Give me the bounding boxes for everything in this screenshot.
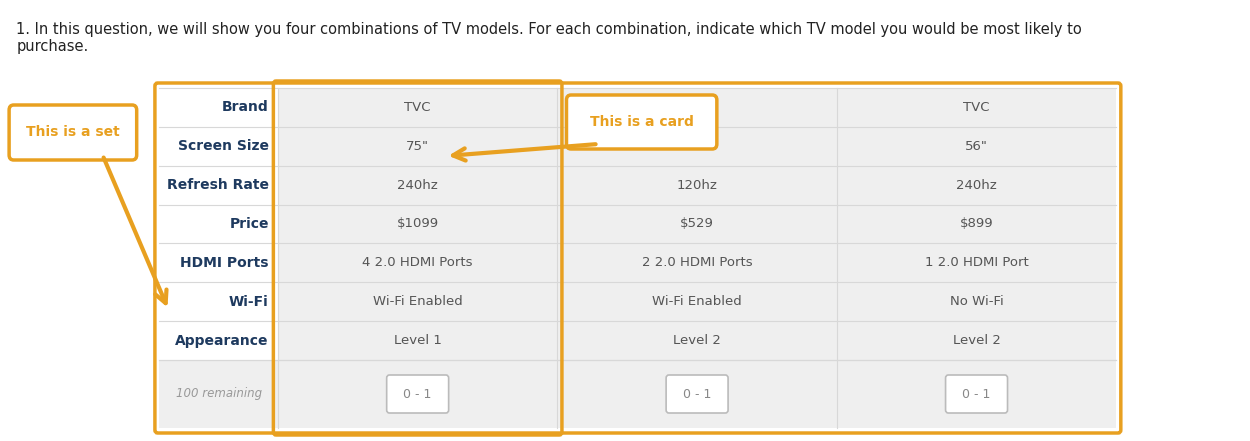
Text: $529: $529 — [680, 217, 714, 231]
Text: Level 2: Level 2 — [674, 334, 721, 347]
Text: No Wi-Fi: No Wi-Fi — [950, 295, 1004, 308]
FancyBboxPatch shape — [566, 95, 716, 149]
Text: 0 - 1: 0 - 1 — [962, 388, 991, 400]
Text: This is a set: This is a set — [26, 126, 120, 139]
FancyBboxPatch shape — [160, 88, 278, 360]
FancyBboxPatch shape — [386, 375, 449, 413]
Text: 4 2.0 HDMI Ports: 4 2.0 HDMI Ports — [362, 256, 472, 269]
Text: Level 2: Level 2 — [952, 334, 1000, 347]
Text: 240hz: 240hz — [398, 179, 437, 192]
Text: Refresh Rate: Refresh Rate — [166, 178, 269, 192]
FancyBboxPatch shape — [945, 375, 1008, 413]
Text: Price: Price — [229, 217, 269, 231]
Text: 240hz: 240hz — [956, 179, 998, 192]
Text: $1099: $1099 — [396, 217, 439, 231]
Text: Level 1: Level 1 — [394, 334, 441, 347]
Text: 0 - 1: 0 - 1 — [682, 388, 711, 400]
Text: Wi-Fi Enabled: Wi-Fi Enabled — [652, 295, 742, 308]
Text: TVC: TVC — [405, 101, 431, 114]
Text: Wi-Fi Enabled: Wi-Fi Enabled — [372, 295, 462, 308]
Text: 0 - 1: 0 - 1 — [404, 388, 431, 400]
Text: 1. In this question, we will show you four combinations of TV models. For each c: 1. In this question, we will show you fo… — [16, 22, 1082, 54]
Text: TVC: TVC — [964, 101, 990, 114]
Text: 1 2.0 HDMI Port: 1 2.0 HDMI Port — [925, 256, 1029, 269]
Text: 56": 56" — [965, 140, 988, 153]
Text: Wi-Fi: Wi-Fi — [229, 295, 269, 309]
Text: 120hz: 120hz — [676, 179, 717, 192]
FancyBboxPatch shape — [9, 105, 136, 160]
Text: This is a card: This is a card — [590, 115, 694, 129]
Text: $899: $899 — [960, 217, 994, 231]
Text: 100 remaining: 100 remaining — [176, 388, 261, 400]
FancyBboxPatch shape — [666, 375, 727, 413]
Text: Screen Size: Screen Size — [177, 139, 269, 153]
Text: HDMI Ports: HDMI Ports — [180, 256, 269, 270]
Text: Brand: Brand — [222, 101, 269, 114]
Text: Appearance: Appearance — [175, 333, 269, 348]
Text: 75": 75" — [406, 140, 429, 153]
Text: 2 2.0 HDMI Ports: 2 2.0 HDMI Ports — [641, 256, 752, 269]
FancyBboxPatch shape — [160, 88, 1116, 428]
